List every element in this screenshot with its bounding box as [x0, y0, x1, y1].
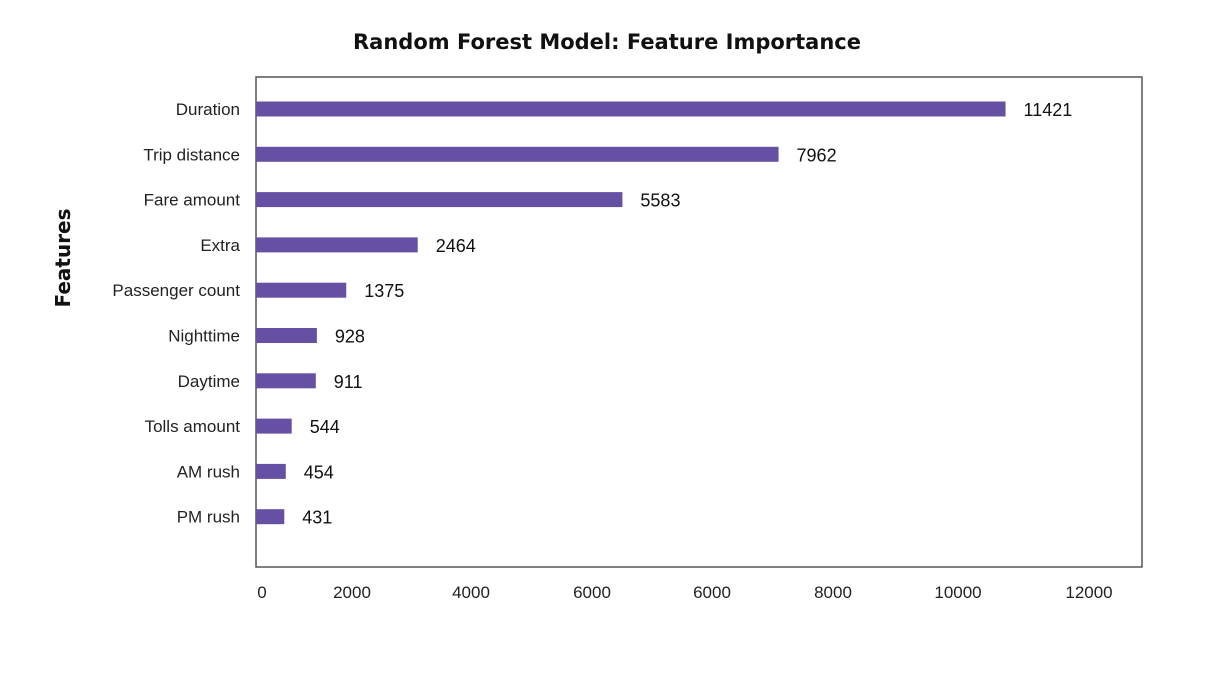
x-tick-label: 6000 [573, 583, 611, 602]
data-label: 5583 [640, 191, 680, 211]
category-label: AM rush [177, 462, 240, 481]
data-label: 928 [335, 327, 365, 347]
x-tick-label: 6000 [693, 583, 731, 602]
bar [256, 101, 1006, 117]
value-labels-layer: 11421 7962 5583 2464 1375 928 911 544 454 431 [302, 100, 1072, 528]
bar [256, 463, 286, 479]
x-tick-label: 8000 [814, 583, 852, 602]
x-tick-label: 4000 [452, 583, 490, 602]
bar [256, 146, 779, 162]
category-label: Trip distance [143, 145, 240, 164]
bar [256, 328, 317, 343]
bar [256, 192, 623, 208]
bar [256, 282, 347, 298]
category-label: Nighttime [168, 327, 240, 346]
category-label: Daytime [178, 372, 240, 391]
bars-layer [256, 101, 1006, 525]
plot-area-frame [255, 76, 1143, 568]
data-label: 1375 [364, 281, 404, 301]
bar [256, 418, 292, 434]
data-label: 2464 [436, 236, 476, 256]
category-label: Duration [176, 100, 240, 119]
x-tick-label: 10000 [934, 583, 981, 602]
x-axis-ticks-layer: 0 2000 4000 6000 6000 8000 10000 12000 [257, 583, 1112, 602]
category-label: Extra [200, 236, 240, 255]
category-labels-layer: Duration Trip distance Fare amount Extra Pas… [112, 100, 240, 527]
y-axis-label: Features [51, 208, 75, 307]
data-label: 544 [310, 417, 340, 437]
category-label: Fare amount [144, 191, 241, 210]
x-tick-label: 12000 [1065, 583, 1112, 602]
data-label: 911 [334, 372, 363, 392]
bar [256, 373, 316, 389]
data-label: 7962 [797, 145, 837, 165]
category-label: PM rush [177, 508, 240, 527]
category-label: Tolls amount [145, 417, 241, 436]
bar [256, 509, 285, 525]
bar [256, 237, 418, 253]
category-label: Passenger count [112, 281, 240, 300]
x-tick-label: 0 [257, 583, 266, 602]
data-label: 431 [302, 508, 332, 528]
data-label: 454 [304, 462, 334, 482]
data-label: 11421 [1024, 100, 1073, 120]
x-tick-label: 2000 [333, 583, 371, 602]
chart-title: Random Forest Model: Feature Importance [353, 30, 861, 54]
